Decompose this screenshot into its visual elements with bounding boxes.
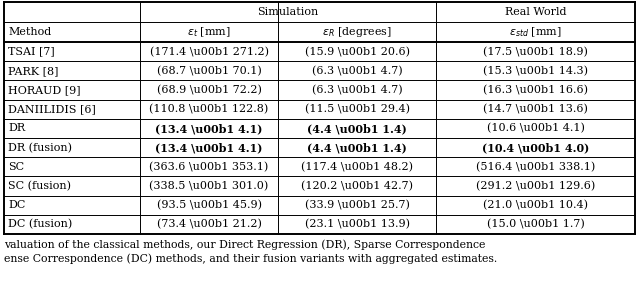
- Text: (6.3 \u00b1 4.7): (6.3 \u00b1 4.7): [312, 66, 403, 76]
- Text: (73.4 \u00b1 21.2): (73.4 \u00b1 21.2): [157, 219, 262, 230]
- Text: (363.6 \u00b1 353.1): (363.6 \u00b1 353.1): [150, 162, 269, 172]
- Text: Real World: Real World: [505, 7, 566, 17]
- Text: DR: DR: [8, 123, 25, 133]
- Text: DR (fusion): DR (fusion): [8, 142, 72, 153]
- Text: (33.9 \u00b1 25.7): (33.9 \u00b1 25.7): [305, 200, 410, 210]
- Text: (68.7 \u00b1 70.1): (68.7 \u00b1 70.1): [157, 66, 262, 76]
- Text: (10.6 \u00b1 4.1): (10.6 \u00b1 4.1): [486, 123, 584, 134]
- Text: (15.9 \u00b1 20.6): (15.9 \u00b1 20.6): [305, 46, 410, 57]
- Text: (13.4 \u00b1 4.1): (13.4 \u00b1 4.1): [156, 142, 263, 153]
- Text: TSAI [7]: TSAI [7]: [8, 47, 55, 57]
- Text: (13.4 \u00b1 4.1): (13.4 \u00b1 4.1): [156, 123, 263, 134]
- Text: PARK [8]: PARK [8]: [8, 66, 58, 76]
- Text: (15.0 \u00b1 1.7): (15.0 \u00b1 1.7): [487, 219, 584, 230]
- Text: SC: SC: [8, 162, 24, 172]
- Text: (68.9 \u00b1 72.2): (68.9 \u00b1 72.2): [157, 85, 262, 95]
- Text: (11.5 \u00b1 29.4): (11.5 \u00b1 29.4): [305, 104, 410, 114]
- Text: (516.4 \u00b1 338.1): (516.4 \u00b1 338.1): [476, 162, 595, 172]
- Text: ense Correspondence (DC) methods, and their fusion variants with aggregated esti: ense Correspondence (DC) methods, and th…: [4, 253, 497, 263]
- Text: (117.4 \u00b1 48.2): (117.4 \u00b1 48.2): [301, 162, 413, 172]
- Text: (14.7 \u00b1 13.6): (14.7 \u00b1 13.6): [483, 104, 588, 114]
- Text: (4.4 \u00b1 1.4): (4.4 \u00b1 1.4): [307, 123, 407, 134]
- Text: DANIILIDIS [6]: DANIILIDIS [6]: [8, 104, 96, 114]
- Text: (338.5 \u00b1 301.0): (338.5 \u00b1 301.0): [150, 181, 269, 191]
- Text: (4.4 \u00b1 1.4): (4.4 \u00b1 1.4): [307, 142, 407, 153]
- Text: (10.4 \u00b1 4.0): (10.4 \u00b1 4.0): [482, 142, 589, 153]
- Text: (171.4 \u00b1 271.2): (171.4 \u00b1 271.2): [150, 46, 269, 57]
- Text: (6.3 \u00b1 4.7): (6.3 \u00b1 4.7): [312, 85, 403, 95]
- Text: (15.3 \u00b1 14.3): (15.3 \u00b1 14.3): [483, 66, 588, 76]
- Text: SC (fusion): SC (fusion): [8, 181, 71, 191]
- Text: (16.3 \u00b1 16.6): (16.3 \u00b1 16.6): [483, 85, 588, 95]
- Text: Simulation: Simulation: [257, 7, 319, 17]
- Text: (23.1 \u00b1 13.9): (23.1 \u00b1 13.9): [305, 219, 410, 230]
- Text: Method: Method: [8, 27, 51, 37]
- Text: $\epsilon_t$ [mm]: $\epsilon_t$ [mm]: [188, 25, 231, 39]
- Text: $\epsilon_R$ [degrees]: $\epsilon_R$ [degrees]: [323, 25, 392, 39]
- Text: HORAUD [9]: HORAUD [9]: [8, 85, 81, 95]
- Text: (120.2 \u00b1 42.7): (120.2 \u00b1 42.7): [301, 181, 413, 191]
- Text: (17.5 \u00b1 18.9): (17.5 \u00b1 18.9): [483, 46, 588, 57]
- Text: $\epsilon_{std}$ [mm]: $\epsilon_{std}$ [mm]: [509, 25, 562, 39]
- Text: (110.8 \u00b1 122.8): (110.8 \u00b1 122.8): [150, 104, 269, 114]
- Text: (21.0 \u00b1 10.4): (21.0 \u00b1 10.4): [483, 200, 588, 210]
- Text: DC (fusion): DC (fusion): [8, 219, 72, 230]
- Text: (291.2 \u00b1 129.6): (291.2 \u00b1 129.6): [476, 181, 595, 191]
- Text: (93.5 \u00b1 45.9): (93.5 \u00b1 45.9): [157, 200, 262, 210]
- Text: DC: DC: [8, 200, 26, 210]
- Text: valuation of the classical methods, our Direct Regression (DR), Sparse Correspon: valuation of the classical methods, our …: [4, 239, 485, 250]
